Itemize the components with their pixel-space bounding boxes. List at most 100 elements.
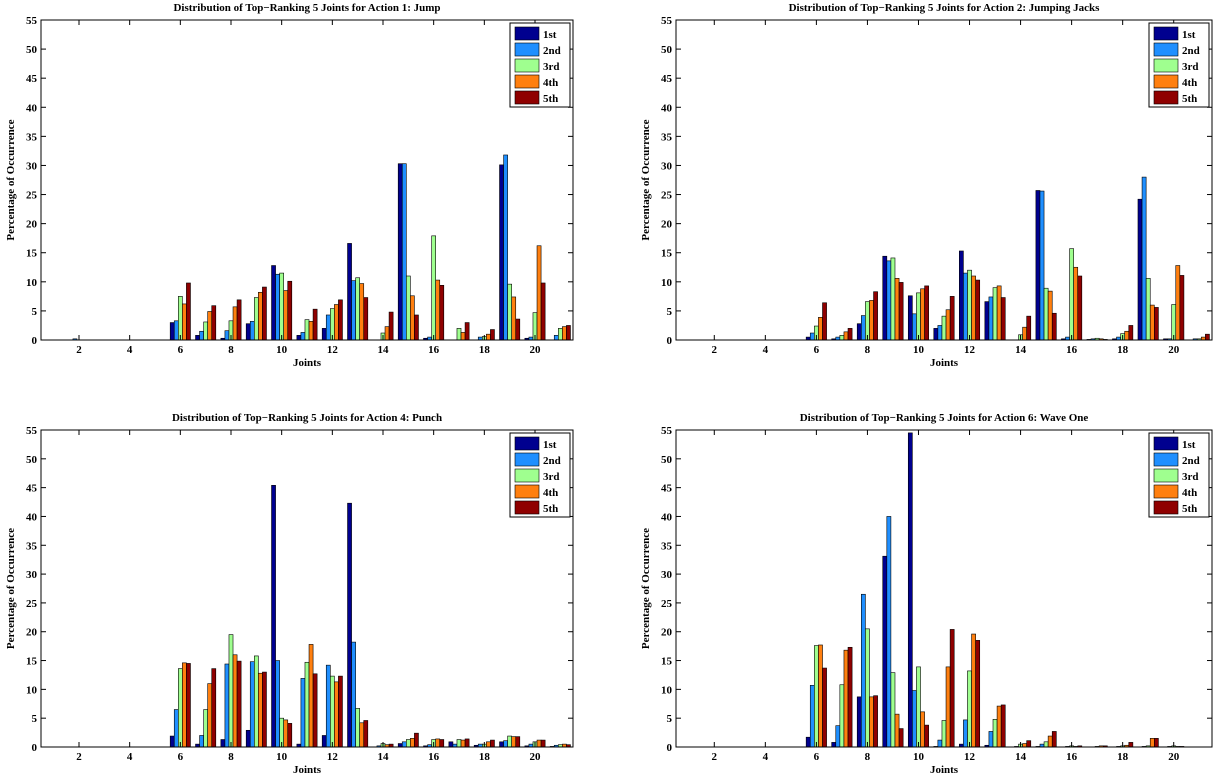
legend-swatch-3rd <box>514 468 540 483</box>
legend-swatch-1st <box>1153 436 1179 451</box>
chart-panel-2: 0 5 10 15 20 25 30 35 40 45 50 55 2 4 6 8 10 12 14 16 18 20 Di… <box>640 2 1213 369</box>
y-tick-label: 55 <box>661 425 673 437</box>
bar-joint-13-3rd <box>355 708 360 748</box>
legend-swatch-1st <box>514 436 540 451</box>
legend-swatch-5th <box>514 90 540 105</box>
y-tick-label: 0 <box>667 335 673 347</box>
bar-joint-14-4th <box>1022 743 1027 748</box>
bar-joint-15-3rd <box>406 739 411 748</box>
x-tick-label: 12 <box>964 344 976 356</box>
bar-joint-7-4th <box>843 649 849 748</box>
y-tick-label: 0 <box>32 335 38 347</box>
chart-panel-1: 0 5 10 15 20 25 30 35 40 45 50 55 2 4 6 8 10 12 14 16 18 20 Di… <box>5 2 574 369</box>
legend-swatch-4th <box>1153 484 1179 499</box>
x-tick-label: 14 <box>378 751 390 763</box>
x-tick-label: 12 <box>327 344 339 356</box>
bar-joint-12-1st <box>321 328 327 341</box>
x-axis-label: Joints <box>930 764 959 776</box>
bar-joint-16-5th <box>1077 275 1083 341</box>
legend-label: 3rd <box>1182 61 1199 73</box>
bar-joint-6-2nd <box>173 709 179 748</box>
y-tick-label: 40 <box>26 102 38 114</box>
bar-joint-10-5th <box>287 723 293 748</box>
y-tick-label: 40 <box>661 511 673 523</box>
bar-joint-9-5th <box>898 282 904 341</box>
bar-joint-7-5th <box>847 328 853 341</box>
bar-joint-6-4th <box>818 644 823 748</box>
bar-joint-12-4th <box>971 275 976 341</box>
legend-label: 2nd <box>543 455 561 467</box>
bar-joint-12-3rd <box>967 670 972 748</box>
bar-joint-9-1st <box>882 555 888 748</box>
bar-joint-8-4th <box>232 306 238 341</box>
bar-joint-8-5th <box>236 299 242 341</box>
bar-joint-11-4th <box>308 644 314 748</box>
bar-joint-21-4th <box>562 326 567 341</box>
y-tick-label: 30 <box>26 569 38 581</box>
x-tick-label: 20 <box>530 751 542 763</box>
bar-joint-15-4th <box>410 738 415 748</box>
series-5th <box>822 275 1210 341</box>
bar-joint-6-5th <box>822 302 827 341</box>
bar-joint-6-5th <box>186 282 191 341</box>
bar-joint-12-5th <box>338 675 343 748</box>
x-tick-label: 14 <box>1015 344 1027 356</box>
bar-joint-9-2nd <box>886 516 892 748</box>
legend-swatch-3rd <box>1153 468 1179 483</box>
bar-joint-7-1st <box>831 742 837 748</box>
bar-joint-11-3rd <box>304 319 310 341</box>
bar-joint-20-4th <box>1175 265 1181 341</box>
bar-joint-12-3rd <box>967 269 972 341</box>
bar-joint-9-1st <box>245 323 251 341</box>
bar-joint-8-5th <box>873 291 878 341</box>
series-5th <box>186 660 571 748</box>
bar-joint-12-2nd <box>963 719 968 748</box>
bar-joint-16-5th <box>439 739 445 748</box>
legend-swatch-5th <box>1153 90 1179 105</box>
bar-joint-20-5th <box>1179 275 1185 341</box>
bar-joint-9-1st <box>245 729 251 748</box>
bar-joint-10-1st <box>907 295 913 341</box>
bar-joint-16-4th <box>435 279 441 341</box>
bar-joint-7-3rd <box>839 684 845 748</box>
bar-joint-18-4th <box>1124 330 1130 341</box>
series-2nd <box>173 641 559 748</box>
x-axis-label: Joints <box>293 357 322 369</box>
legend-label: 4th <box>543 487 558 499</box>
x-tick-label: 2 <box>76 344 82 356</box>
bar-joint-9-5th <box>898 728 904 748</box>
y-tick-label: 45 <box>26 73 38 85</box>
y-axis-label: Percentage of Occurrence <box>640 528 652 649</box>
y-tick-label: 5 <box>32 713 38 725</box>
x-tick-label: 16 <box>428 751 440 763</box>
y-tick-label: 45 <box>26 483 38 495</box>
x-tick-label: 4 <box>127 344 133 356</box>
legend-label: 1st <box>543 439 557 451</box>
y-tick-label: 10 <box>26 277 38 289</box>
bar-joint-8-2nd <box>860 593 866 748</box>
legend-label: 2nd <box>1182 45 1200 57</box>
bar-joint-12-4th <box>971 633 976 748</box>
chart-title: Distribution of Top−Ranking 5 Joints for… <box>172 412 442 424</box>
bar-joint-10-4th <box>920 288 925 341</box>
bar-joint-20-4th <box>536 245 542 341</box>
bar-joint-9-3rd <box>254 297 259 341</box>
bar-joint-14-5th <box>1026 740 1032 748</box>
bar-joint-12-2nd <box>963 272 968 341</box>
bar-joint-12-1st <box>959 250 964 341</box>
bar-joint-7-5th <box>211 668 217 748</box>
bar-joint-8-4th <box>869 300 874 341</box>
bar-joint-19-2nd <box>503 154 508 341</box>
bar-joint-19-3rd <box>507 735 512 748</box>
bar-joint-13-5th <box>363 720 369 748</box>
y-tick-label: 10 <box>26 684 38 696</box>
bar-joint-13-1st <box>347 502 352 748</box>
bar-joint-8-2nd <box>860 315 866 341</box>
y-tick-label: 35 <box>26 540 38 552</box>
bar-joint-8-3rd <box>228 634 234 748</box>
y-tick-label: 40 <box>661 102 673 114</box>
bar-joint-12-5th <box>338 299 343 341</box>
legend-label: 4th <box>543 77 558 89</box>
legend: 1st 2nd 3rd 4th 5th <box>509 22 571 108</box>
bar-joint-11-4th <box>308 321 314 341</box>
